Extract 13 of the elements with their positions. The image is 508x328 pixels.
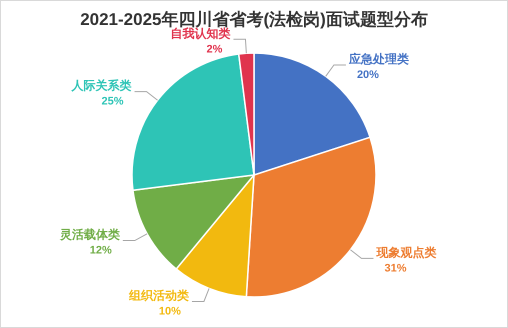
slice-label: 现象观点类 xyxy=(375,245,436,260)
data-label: 12% xyxy=(90,244,112,257)
data-label: 31% xyxy=(384,262,407,274)
slice-label: 自我认知类 xyxy=(170,26,230,40)
slice-label: 人际关系类 xyxy=(70,78,132,93)
data-label: 10% xyxy=(158,305,182,318)
data-label: 25% xyxy=(102,96,124,108)
chart-title: 2021-2025年四川省省考(法检岗)面试题型分布 xyxy=(80,10,428,29)
slice-label: 应急处理类 xyxy=(348,52,409,66)
slice-label: 组织活动类 xyxy=(128,288,189,302)
data-label: 2% xyxy=(206,43,223,56)
slice-label: 灵活载体类 xyxy=(60,228,120,242)
data-label: 20% xyxy=(356,68,380,81)
